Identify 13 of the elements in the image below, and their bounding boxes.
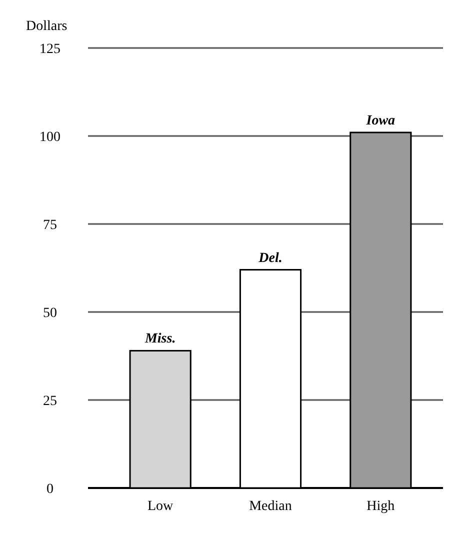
x-tick-label: Median [249,499,292,514]
y-tick-label: 50 [43,306,57,321]
y-tick-label: 0 [46,482,54,497]
y-axis-title: Dollars [26,19,68,34]
y-tick-label: 75 [43,218,57,233]
y-tick-label: 125 [40,42,60,57]
annotation: Del. [258,250,282,266]
y-tick-label: 100 [40,130,60,145]
annotation: Miss. [144,332,176,347]
y-tick-label: 25 [43,394,57,409]
annotation: Iowa [365,113,396,128]
x-tick-label: Low [147,499,174,514]
x-tick-label: High [366,499,395,514]
